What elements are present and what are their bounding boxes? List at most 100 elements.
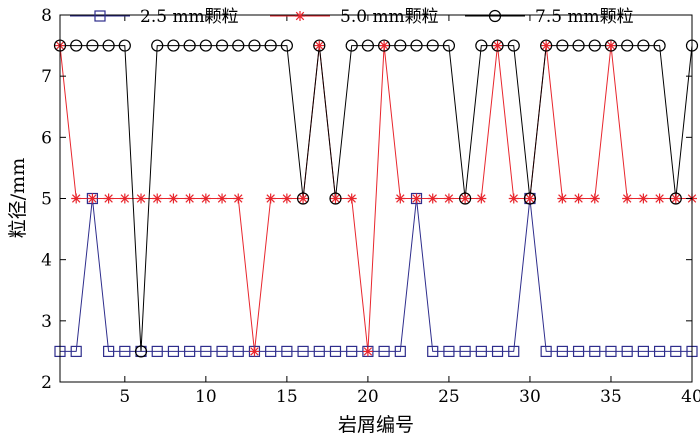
- data-point-series-2: [589, 193, 600, 204]
- data-point-series-2: [573, 193, 584, 204]
- legend-marker-2: [295, 11, 305, 21]
- data-point-series-1: [621, 345, 633, 358]
- data-point-series-2: [217, 193, 228, 204]
- series-line-3: [60, 45, 693, 352]
- data-point-series-3: [199, 39, 212, 52]
- data-point-series-1: [572, 345, 585, 358]
- data-point-series-1: [281, 345, 293, 358]
- data-point-series-1: [167, 345, 180, 358]
- data-point-series-2: [362, 346, 373, 357]
- data-point-series-3: [378, 39, 391, 52]
- data-point-series-1: [378, 345, 390, 358]
- data-point-series-3: [151, 39, 164, 52]
- data-point-series-1: [394, 345, 406, 358]
- y-axis-title: 粒径/mm: [7, 158, 29, 238]
- x-tick-label: 25: [438, 387, 460, 407]
- data-point-series-1: [475, 345, 487, 358]
- data-point-series-2: [314, 40, 325, 51]
- y-tick-label: 8: [41, 6, 52, 26]
- data-point-series-1: [540, 345, 552, 358]
- y-tick-label: 3: [41, 312, 52, 332]
- data-point-series-3: [264, 39, 277, 52]
- data-point-series-1: [313, 345, 325, 358]
- data-point-series-3: [621, 39, 634, 52]
- data-point-series-3: [442, 39, 456, 52]
- data-point-series-1: [491, 345, 504, 358]
- data-point-series-2: [281, 193, 292, 204]
- data-point-series-3: [70, 39, 83, 52]
- data-point-series-1: [232, 345, 244, 358]
- legend-label-3: 7.5 mm颗粒: [535, 7, 634, 27]
- data-point-series-1: [653, 345, 666, 358]
- data-point-series-2: [87, 193, 98, 204]
- x-tick-label: 5: [119, 387, 130, 407]
- legend-marker-3: [488, 9, 502, 23]
- data-point-series-2: [249, 346, 260, 357]
- data-point-series-2: [508, 193, 519, 204]
- data-point-series-3: [280, 39, 293, 52]
- data-point-series-2: [233, 193, 244, 204]
- data-point-series-2: [119, 193, 130, 204]
- data-point-series-1: [427, 345, 439, 358]
- data-point-series-3: [102, 39, 115, 52]
- data-point-series-2: [330, 193, 341, 204]
- data-point-series-1: [151, 345, 163, 358]
- data-point-series-1: [184, 345, 196, 358]
- data-point-series-3: [588, 39, 601, 52]
- data-point-series-2: [541, 40, 552, 51]
- data-point-series-3: [86, 39, 99, 52]
- data-point-series-1: [265, 345, 277, 358]
- data-point-series-2: [346, 193, 357, 204]
- data-point-series-3: [637, 39, 650, 52]
- y-tick-label: 6: [41, 128, 52, 148]
- data-point-series-1: [637, 345, 649, 358]
- data-point-series-2: [136, 193, 147, 204]
- data-point-series-1: [556, 345, 568, 358]
- data-point-series-3: [669, 192, 682, 205]
- series-lines: [59, 45, 693, 352]
- data-point-series-2: [460, 193, 471, 204]
- data-point-series-2: [443, 193, 454, 204]
- data-point-series-2: [152, 193, 163, 204]
- x-tick-label: 35: [600, 387, 622, 407]
- legend-label-1: 2.5 mm颗粒: [140, 7, 239, 27]
- data-point-series-3: [475, 39, 488, 52]
- data-point-series-1: [119, 345, 131, 358]
- data-point-series-3: [118, 39, 131, 52]
- data-point-series-1: [670, 345, 682, 358]
- data-point-series-3: [426, 39, 439, 52]
- x-tick-label: 30: [519, 387, 541, 407]
- legend: 2.5 mm颗粒 5.0 mm颗粒 7.5 mm颗粒: [70, 7, 634, 27]
- data-point-series-2: [200, 193, 211, 204]
- data-point-series-3: [167, 39, 180, 52]
- series-line-1: [60, 198, 692, 352]
- y-axis: 2 3 4 5 6 7 8: [41, 6, 692, 393]
- data-point-series-1: [297, 345, 309, 358]
- data-point-series-1: [329, 345, 342, 358]
- data-point-series-2: [622, 193, 633, 204]
- data-point-series-3: [604, 39, 618, 52]
- data-point-series-1: [200, 345, 212, 358]
- data-point-series-3: [361, 39, 374, 52]
- data-point-series-2: [411, 193, 422, 204]
- data-point-series-3: [459, 192, 472, 205]
- data-point-series-3: [215, 39, 229, 52]
- data-point-series-3: [345, 39, 358, 52]
- x-axis: 5 10 15 20 25 30 35 40: [119, 15, 700, 407]
- legend-marker-1: [94, 10, 106, 22]
- data-point-series-3: [507, 39, 520, 52]
- data-point-series-2: [168, 193, 179, 204]
- data-point-series-2: [265, 193, 276, 204]
- data-point-series-2: [654, 193, 665, 204]
- data-point-series-3: [653, 39, 666, 52]
- data-point-series-1: [216, 345, 228, 358]
- series-markers: [53, 39, 699, 358]
- data-point-series-1: [346, 345, 358, 358]
- data-point-series-3: [248, 39, 261, 52]
- data-point-series-2: [395, 193, 406, 204]
- data-point-series-1: [70, 345, 82, 358]
- data-point-series-1: [508, 345, 520, 358]
- data-point-series-1: [605, 345, 617, 358]
- data-point-series-3: [183, 39, 196, 52]
